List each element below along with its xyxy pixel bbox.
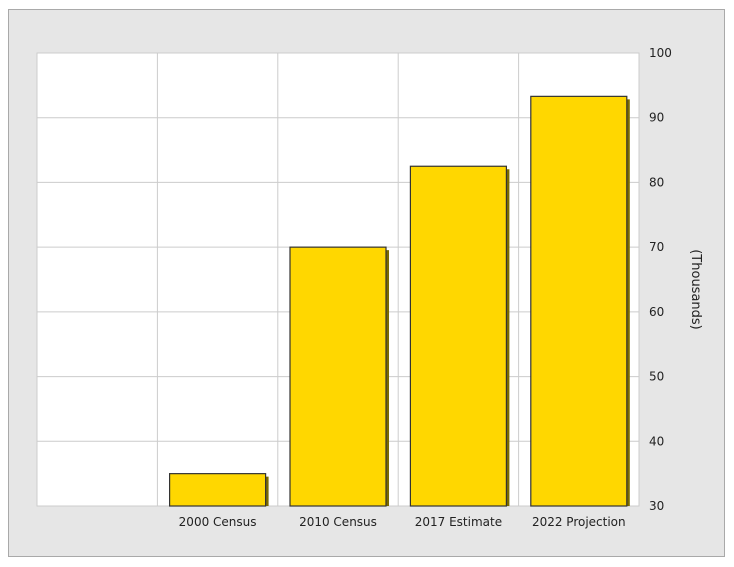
y-tick-label: 30: [649, 499, 664, 513]
y-axis-label: (Thousands): [688, 249, 703, 330]
bars: [169, 95, 630, 507]
y-tick-label: 60: [649, 305, 664, 319]
y-tick-label: 90: [649, 111, 664, 125]
bar: [289, 246, 387, 507]
x-tick-label: 2000 Census: [179, 515, 257, 529]
bar: [409, 165, 507, 507]
bar: [530, 95, 628, 507]
x-tick-label: 2017 Estimate: [415, 515, 502, 529]
y-tick-label: 100: [649, 46, 672, 60]
bar-chart: 100 90 80 70 60 50 40 30 2000 Census 2010 Census…: [36, 46, 703, 529]
bar: [169, 473, 267, 507]
y-tick-label: 40: [649, 434, 664, 448]
x-tick-label: 2022 Projection: [532, 515, 626, 529]
y-tick-labels: 100 90 80 70 60 50 40 30: [649, 46, 672, 513]
y-tick-label: 70: [649, 240, 664, 254]
y-tick-label: 80: [649, 175, 664, 189]
x-tick-labels: 2000 Census 2010 Census 2017 Estimate 2022 …: [179, 515, 626, 529]
y-tick-label: 50: [649, 370, 664, 384]
chart-frame: 100 90 80 70 60 50 40 30 2000 Census 2010 Census…: [8, 9, 725, 557]
x-tick-label: 2010 Census: [299, 515, 377, 529]
